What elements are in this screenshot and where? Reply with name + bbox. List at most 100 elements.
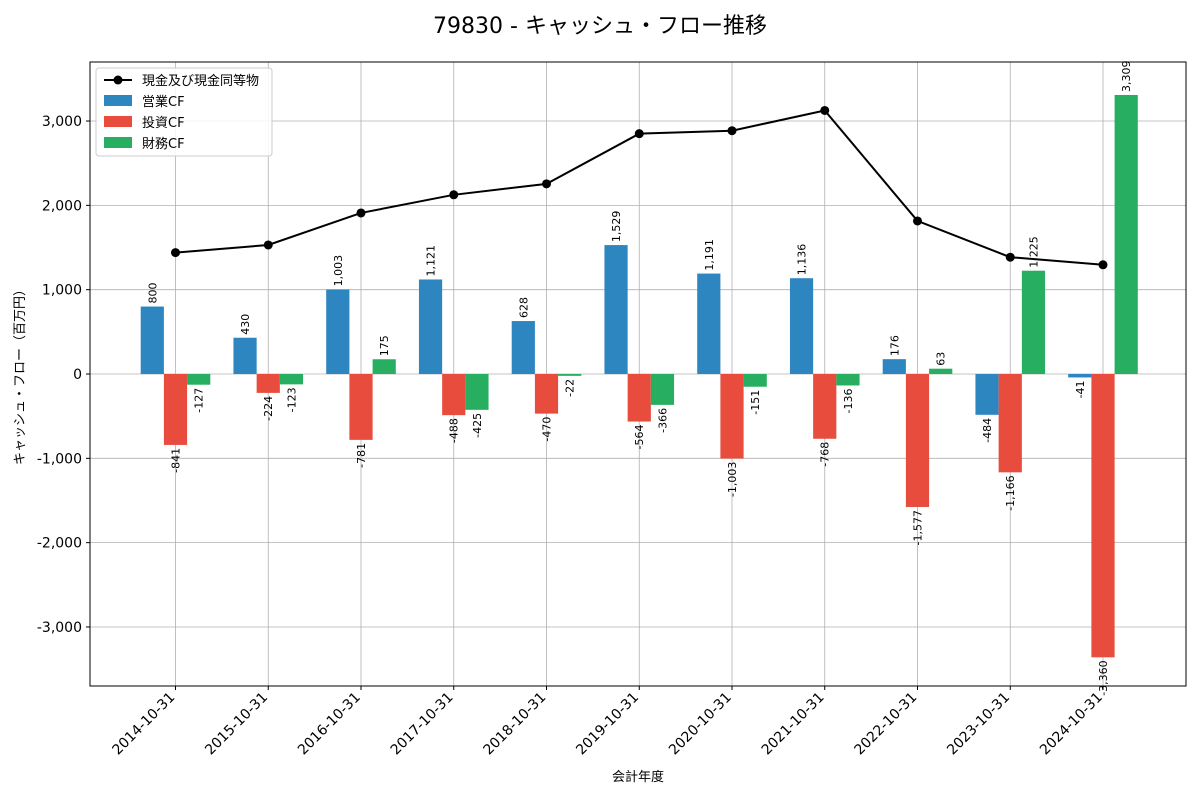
x-tick-label: 2024-10-31 bbox=[1037, 690, 1106, 759]
y-tick-label: -1,000 bbox=[37, 451, 82, 467]
bar-財務CF bbox=[187, 374, 211, 385]
bars bbox=[140, 94, 1138, 658]
bar-value-label: -488 bbox=[448, 418, 461, 443]
bar-value-label: 1,225 bbox=[1027, 236, 1040, 268]
cash-line-point bbox=[171, 248, 180, 258]
bar-投資CF bbox=[998, 374, 1022, 473]
axes: -3,000 -2,000 -1,000 0 1,000 2,000 3,000 2014-1… bbox=[37, 114, 1106, 758]
bar-財務CF bbox=[1021, 270, 1046, 374]
legend-swatch bbox=[104, 95, 132, 106]
bar-value-label: -224 bbox=[262, 396, 275, 421]
y-axis-label: キャッシュ・フロー（百万円） bbox=[13, 283, 28, 465]
cash-line-point bbox=[913, 216, 922, 226]
cash-line-point bbox=[1098, 260, 1108, 270]
bar-投資CF bbox=[813, 374, 837, 439]
bar-営業CF bbox=[789, 278, 814, 374]
bar-投資CF bbox=[442, 374, 466, 416]
bar-投資CF bbox=[349, 374, 373, 440]
cash-line bbox=[171, 105, 1108, 270]
bar-value-label: -1,166 bbox=[1004, 475, 1017, 510]
bar-value-label: -127 bbox=[193, 388, 206, 413]
bar-投資CF bbox=[256, 374, 280, 393]
bar-営業CF bbox=[1068, 374, 1092, 378]
x-axis-label: 会計年度 bbox=[612, 769, 664, 785]
x-tick-label: 2021-10-31 bbox=[759, 690, 828, 759]
legend-swatch bbox=[104, 137, 132, 148]
legend-label: 財務CF bbox=[142, 137, 185, 152]
bar-value-label: -484 bbox=[981, 418, 994, 443]
bar-value-label: -151 bbox=[749, 390, 762, 415]
x-tick-label: 2014-10-31 bbox=[109, 690, 178, 759]
bar-営業CF bbox=[418, 279, 443, 374]
bar-value-label: 1,121 bbox=[425, 245, 438, 277]
bar-value-label: -22 bbox=[564, 379, 577, 397]
x-tick-label: 2017-10-31 bbox=[388, 690, 457, 759]
x-tick-label: 2016-10-31 bbox=[295, 690, 364, 759]
cash-line-point bbox=[356, 208, 366, 218]
bar-value-label: -425 bbox=[471, 413, 484, 438]
bar-営業CF bbox=[604, 245, 628, 374]
bar-value-label: 1,136 bbox=[796, 244, 809, 276]
x-tick-label: 2018-10-31 bbox=[480, 690, 549, 759]
x-tick-label: 2020-10-31 bbox=[666, 690, 735, 759]
y-tick-label: 2,000 bbox=[42, 198, 82, 214]
bar-value-label: 175 bbox=[378, 335, 391, 356]
legend-swatch bbox=[104, 116, 132, 127]
bar-value-label: -781 bbox=[355, 443, 368, 468]
bar-value-label: 628 bbox=[517, 297, 530, 318]
bar-value-label: -136 bbox=[842, 388, 855, 413]
cash-line-point bbox=[634, 129, 644, 139]
bar-投資CF bbox=[534, 374, 559, 414]
cash-line-point bbox=[542, 179, 551, 189]
bar-投資CF bbox=[627, 374, 651, 422]
bar-営業CF bbox=[511, 321, 535, 374]
bar-財務CF bbox=[465, 374, 489, 410]
bar-value-label: 63 bbox=[935, 352, 948, 366]
x-tick-label: 2019-10-31 bbox=[573, 690, 642, 759]
cash-line-point bbox=[820, 105, 830, 115]
bar-value-label: -470 bbox=[541, 417, 554, 442]
legend-label: 現金及び現金同等物 bbox=[142, 73, 259, 89]
bar-財務CF bbox=[929, 368, 953, 374]
bar-value-label: -841 bbox=[170, 448, 183, 473]
bar-value-label: 800 bbox=[146, 283, 159, 304]
bar-財務CF bbox=[650, 374, 675, 405]
cash-line-point bbox=[727, 126, 737, 136]
legend-label: 営業CF bbox=[142, 94, 185, 110]
y-tick-label: -2,000 bbox=[37, 536, 82, 552]
x-tick-label: 2022-10-31 bbox=[851, 690, 920, 759]
cash-line-point bbox=[449, 190, 459, 200]
y-tick-label: 0 bbox=[73, 367, 82, 383]
bar-投資CF bbox=[720, 374, 744, 459]
bar-value-label: 1,191 bbox=[703, 239, 716, 271]
bar-財務CF bbox=[558, 374, 582, 376]
bar-value-label: -768 bbox=[819, 442, 832, 467]
legend-label: 投資CF bbox=[142, 115, 185, 131]
bar-value-label: -1,577 bbox=[912, 510, 925, 545]
cash-line-point bbox=[263, 240, 273, 250]
y-tick-label: 1,000 bbox=[42, 283, 82, 299]
bar-value-label: 1,003 bbox=[332, 255, 345, 287]
bar-投資CF bbox=[163, 374, 188, 445]
x-tick-label: 2015-10-31 bbox=[202, 690, 271, 759]
bar-営業CF bbox=[233, 337, 257, 374]
bar-財務CF bbox=[372, 359, 396, 374]
bar-営業CF bbox=[882, 359, 906, 374]
chart-title: 79830 - キャッシュ・フロー推移 bbox=[433, 14, 767, 39]
bar-value-label: 1,529 bbox=[610, 211, 623, 243]
bar-value-label: -123 bbox=[285, 387, 298, 412]
bar-value-label: 176 bbox=[888, 335, 901, 356]
bar-value-label: 3,309 bbox=[1120, 60, 1133, 92]
bar-value-label: -564 bbox=[633, 425, 646, 450]
bar-財務CF bbox=[836, 374, 860, 386]
y-tick-label: 3,000 bbox=[42, 114, 82, 130]
bar-営業CF bbox=[697, 273, 721, 374]
bar-財務CF bbox=[1114, 94, 1138, 374]
bar-営業CF bbox=[975, 374, 999, 415]
cash-line-point bbox=[1005, 252, 1015, 262]
bar-財務CF bbox=[279, 374, 304, 385]
bar-投資CF bbox=[905, 374, 930, 507]
